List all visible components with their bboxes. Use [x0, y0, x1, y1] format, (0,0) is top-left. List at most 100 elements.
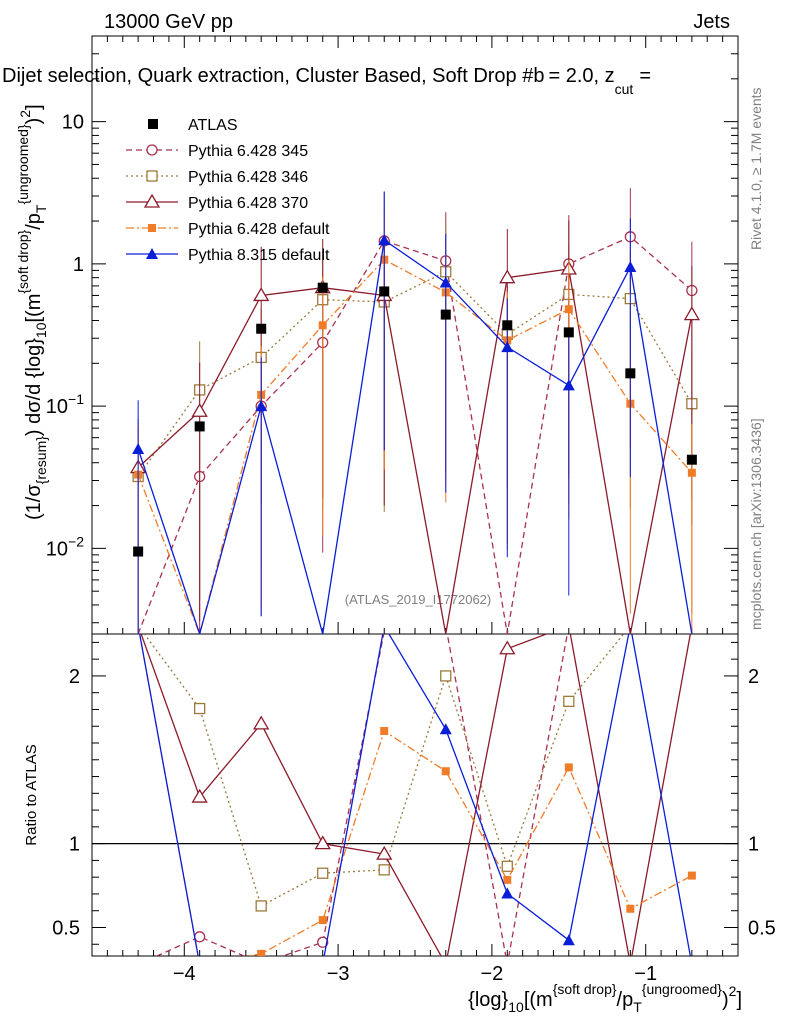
legend-label: Pythia 8.315 default: [188, 247, 330, 264]
y-tick-label-ratio: 2: [69, 666, 80, 688]
ratio-line: [139, 634, 691, 956]
series-marker: [191, 402, 208, 417]
ratio-marker: [253, 715, 270, 730]
series-main-panel: [134, 210, 696, 634]
series-ratio-panel: [139, 634, 691, 956]
series-marker: [687, 468, 696, 477]
ratio-marker: [317, 936, 329, 948]
series-marker: [624, 261, 637, 273]
series-main-panel: [132, 223, 698, 634]
x-tick-label: −1: [634, 963, 657, 985]
ratio-marker: [501, 860, 513, 872]
ratio-marker: [562, 934, 575, 946]
legend-item: Pythia 6.428 default: [126, 221, 330, 238]
legend-item: Pythia 6.428 370: [126, 193, 308, 212]
atlas-point: [256, 323, 267, 334]
series-ratio-panel: [139, 634, 696, 956]
series-marker: [318, 321, 327, 330]
ratio-marker: [194, 931, 206, 943]
ratio-marker: [318, 916, 327, 925]
analysis-watermark: (ATLAS_2019_I1772062): [345, 592, 491, 607]
legend-label: Pythia 6.428 345: [188, 143, 308, 160]
process-label: Jets: [693, 11, 730, 33]
x-axis-label: {log}10[(m{soft drop}/pT{ungroomed})2]: [468, 981, 742, 1015]
plot-title-suffix: = 2.0, z: [548, 65, 614, 87]
y-tick-label-ratio: 0.5: [52, 917, 80, 939]
series-marker: [253, 287, 270, 302]
y-tick-label-ratio-right: 1: [748, 834, 759, 856]
legend-marker: [146, 144, 158, 156]
series-marker: [499, 269, 516, 284]
legend-marker: [146, 248, 158, 259]
plot-title: Dijet selection, Quark extraction, Clust…: [2, 65, 651, 97]
plot-title-sub: cut: [615, 81, 634, 97]
ratio-marker: [378, 864, 390, 876]
ratio-line: [143, 634, 625, 907]
ratio-marker: [191, 788, 208, 803]
series-pythia-6-428-default: [134, 210, 696, 956]
legend-item: Pythia 8.315 default: [126, 247, 330, 264]
atlas-point: [625, 368, 636, 379]
series-line: [137, 268, 693, 634]
y-tick-label-main: 10−1: [46, 391, 84, 418]
y-tick-label-ratio-right: 2: [748, 666, 759, 688]
series-line: [137, 238, 693, 634]
axes-group: −4 −3 −2 −1 10−2 10−1 1 10 0.5 0.5 1 1 2 2: [46, 35, 776, 985]
series-marker: [562, 379, 575, 391]
legend-marker: [143, 193, 161, 208]
ratio-marker: [499, 640, 516, 655]
x-tick-label: −2: [480, 963, 503, 985]
rivet-label: Rivet 4.1.0, ≥ 1.7M events: [748, 87, 764, 250]
y-tick-label-ratio-right: 0.5: [748, 917, 776, 939]
atlas-point: [379, 286, 390, 297]
ratio-marker: [687, 871, 696, 880]
series-marker: [439, 276, 452, 288]
series-line: [137, 258, 693, 634]
atlas-data-group: [133, 282, 697, 557]
ratio-line: [155, 634, 568, 956]
ratio-marker: [439, 723, 452, 735]
ratio-marker: [626, 904, 635, 913]
ratio-marker: [441, 767, 450, 776]
series-ratio-panel: [155, 634, 568, 956]
series-marker: [501, 341, 514, 353]
ratio-marker: [380, 726, 389, 735]
atlas-point: [133, 546, 144, 557]
legend-marker: [146, 170, 158, 182]
series-ratio-panel: [143, 634, 625, 912]
ratio-marker: [317, 867, 329, 879]
plot-title-tail: =: [639, 65, 651, 87]
series-line: [137, 236, 693, 634]
legend-item: Pythia 6.428 346: [126, 169, 308, 186]
legend-item: Pythia 6.428 345: [126, 143, 308, 160]
x-tick-label: −3: [327, 963, 350, 985]
legend-label: Pythia 6.428 346: [188, 169, 308, 186]
y-tick-label-main: 1: [73, 254, 84, 276]
y-tick-label-ratio: 1: [69, 834, 80, 856]
ratio-marker: [314, 835, 331, 850]
legend-label: Pythia 6.428 default: [188, 221, 330, 238]
ratio-line: [140, 634, 691, 956]
ratio-marker: [503, 875, 512, 884]
atlas-point: [502, 320, 513, 331]
legend-marker-atlas: [148, 119, 158, 129]
ratio-marker: [194, 702, 206, 715]
series-marker: [255, 400, 268, 412]
atlas-points: [133, 282, 697, 557]
series-group: [130, 188, 700, 956]
ratio-marker: [440, 670, 452, 682]
plot-title-main: Dijet selection, Quark extraction, Clust…: [2, 65, 544, 87]
atlas-point: [317, 282, 328, 293]
ratio-marker: [501, 887, 514, 899]
legend-item: ATLAS: [148, 117, 238, 134]
legend: ATLAS Pythia 6.428 345 Pythia 6.428 346 Pyt…: [126, 117, 330, 264]
main-y-axis-label: (1/σ{resum}) dσ/d {log}10[(m{soft drop}/…: [15, 104, 49, 520]
ratio-marker: [563, 695, 575, 707]
atlas-point: [440, 309, 451, 320]
x-tick-label: −4: [173, 963, 196, 985]
series-pythia-8-315-default: [132, 191, 693, 956]
series-marker: [683, 306, 700, 321]
ratio-y-axis-label: Ratio to ATLAS: [23, 744, 40, 845]
ratio-marker: [564, 763, 573, 772]
